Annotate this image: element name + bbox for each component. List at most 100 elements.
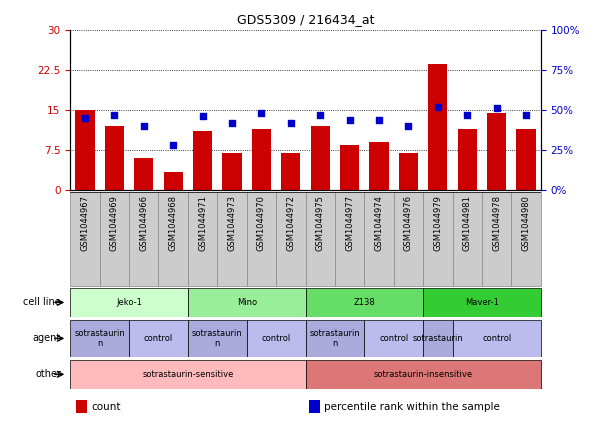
Point <box>433 103 443 110</box>
Text: Maver-1: Maver-1 <box>465 298 499 307</box>
Text: sotrastaurin-sensitive: sotrastaurin-sensitive <box>142 370 233 379</box>
Text: sotrastaurin
n: sotrastaurin n <box>310 329 360 348</box>
Bar <box>70 360 306 389</box>
Bar <box>487 113 506 190</box>
Text: Mino: Mino <box>236 298 257 307</box>
Bar <box>276 192 306 286</box>
Bar <box>516 129 536 190</box>
Bar <box>281 153 301 190</box>
Bar <box>188 192 218 286</box>
Bar <box>511 192 541 286</box>
Text: GSM1044980: GSM1044980 <box>522 195 530 251</box>
Text: GSM1044971: GSM1044971 <box>198 195 207 251</box>
Bar <box>222 153 241 190</box>
Bar <box>340 145 359 190</box>
Bar <box>482 192 511 286</box>
Text: other: other <box>35 369 61 379</box>
Bar <box>306 192 335 286</box>
Bar <box>310 126 330 190</box>
Text: GSM1044973: GSM1044973 <box>227 195 236 251</box>
Point <box>139 123 148 129</box>
Bar <box>453 192 482 286</box>
Point <box>403 123 413 129</box>
Bar <box>306 320 364 357</box>
Text: GSM1044976: GSM1044976 <box>404 195 413 251</box>
Text: GSM1044974: GSM1044974 <box>375 195 384 251</box>
Bar <box>100 192 129 286</box>
Bar <box>364 192 393 286</box>
Bar <box>247 192 276 286</box>
Point <box>80 115 90 121</box>
Bar <box>218 192 247 286</box>
Bar <box>75 110 95 190</box>
Bar <box>252 129 271 190</box>
Bar <box>70 288 188 317</box>
Bar <box>428 64 447 190</box>
Bar <box>164 172 183 190</box>
Text: GSM1044979: GSM1044979 <box>433 195 442 251</box>
Text: GSM1044967: GSM1044967 <box>81 195 89 251</box>
Point <box>374 116 384 123</box>
Bar <box>423 288 541 317</box>
Bar <box>193 132 212 190</box>
Bar <box>306 360 541 389</box>
Bar <box>188 288 306 317</box>
Bar <box>129 192 158 286</box>
Text: Jeko-1: Jeko-1 <box>116 298 142 307</box>
Bar <box>76 400 87 413</box>
Point <box>227 119 237 126</box>
Text: control: control <box>262 334 291 343</box>
Text: control: control <box>482 334 511 343</box>
Point <box>521 111 531 118</box>
Point <box>257 110 266 117</box>
Text: sotrastaurin
n: sotrastaurin n <box>192 329 243 348</box>
Point <box>198 113 208 120</box>
Bar <box>393 192 423 286</box>
Point <box>315 111 325 118</box>
Bar <box>458 129 477 190</box>
Bar <box>364 320 423 357</box>
Text: GSM1044978: GSM1044978 <box>492 195 501 251</box>
Bar <box>309 400 320 413</box>
Bar <box>423 320 453 357</box>
Bar <box>423 192 453 286</box>
Bar <box>188 320 247 357</box>
Text: GDS5309 / 216434_at: GDS5309 / 216434_at <box>236 13 375 26</box>
Text: GSM1044972: GSM1044972 <box>287 195 295 251</box>
Point <box>168 142 178 149</box>
Bar <box>370 142 389 190</box>
Text: sotrastaurin
n: sotrastaurin n <box>75 329 125 348</box>
Text: percentile rank within the sample: percentile rank within the sample <box>324 401 500 412</box>
Bar <box>335 192 364 286</box>
Text: GSM1044970: GSM1044970 <box>257 195 266 251</box>
Text: Z138: Z138 <box>353 298 375 307</box>
Bar <box>247 320 306 357</box>
Text: sotrastaurin: sotrastaurin <box>412 334 463 343</box>
Point <box>109 111 119 118</box>
Bar <box>70 320 129 357</box>
Bar <box>70 192 100 286</box>
Bar <box>453 320 541 357</box>
Bar <box>306 288 423 317</box>
Text: GSM1044969: GSM1044969 <box>110 195 119 251</box>
Text: count: count <box>92 401 121 412</box>
Point <box>492 105 502 112</box>
Text: GSM1044968: GSM1044968 <box>169 195 178 251</box>
Text: cell line: cell line <box>23 297 61 308</box>
Text: agent: agent <box>33 333 61 343</box>
Text: GSM1044966: GSM1044966 <box>139 195 148 251</box>
Text: sotrastaurin-insensitive: sotrastaurin-insensitive <box>373 370 473 379</box>
Bar <box>105 126 124 190</box>
Text: GSM1044975: GSM1044975 <box>316 195 324 251</box>
Bar <box>134 158 153 190</box>
Point <box>286 119 296 126</box>
Text: control: control <box>144 334 173 343</box>
Bar <box>399 153 418 190</box>
Text: GSM1044981: GSM1044981 <box>463 195 472 251</box>
Point <box>463 111 472 118</box>
Bar <box>129 320 188 357</box>
Point <box>345 116 354 123</box>
Text: GSM1044977: GSM1044977 <box>345 195 354 251</box>
Bar <box>158 192 188 286</box>
Text: control: control <box>379 334 408 343</box>
